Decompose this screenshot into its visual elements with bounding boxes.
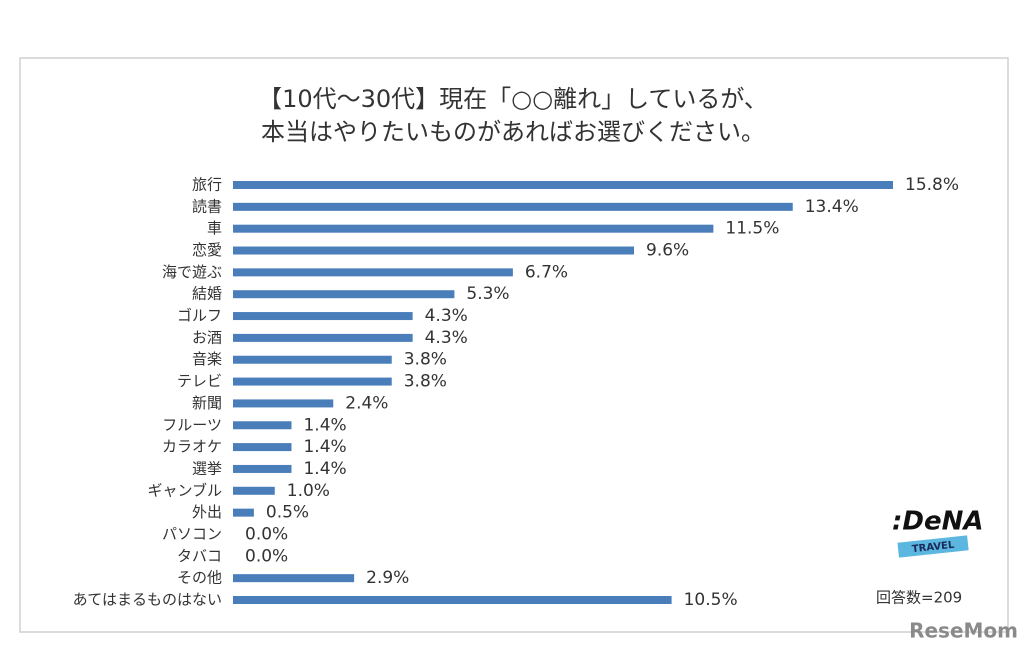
bar [233, 377, 392, 386]
bar [233, 333, 413, 342]
value-label: 9.6% [646, 241, 689, 261]
chart-title: 【10代～30代】現在「○○離れ」しているが、 [258, 85, 768, 113]
category-label: あてはまるものはない [73, 591, 222, 609]
bar [233, 355, 392, 364]
value-label: 2.9% [366, 568, 409, 588]
value-label: 1.4% [303, 459, 346, 479]
category-label: 外出 [192, 503, 222, 521]
logo-sub: TRAVEL [911, 540, 955, 555]
value-label: 0.5% [266, 503, 309, 523]
chart-frame [19, 57, 1009, 633]
value-label: 1.4% [303, 415, 346, 435]
category-label: 音楽 [192, 350, 222, 368]
category-label: その他 [177, 569, 222, 587]
bar [233, 421, 292, 430]
category-label: 選挙 [192, 459, 222, 477]
bar [233, 246, 635, 255]
bar [233, 224, 714, 233]
bar [233, 464, 292, 473]
category-label: 新聞 [192, 394, 222, 412]
bar [233, 399, 334, 408]
bar [233, 508, 254, 517]
bar [233, 312, 413, 321]
value-label: 2.4% [345, 393, 388, 413]
category-label: タバコ [177, 547, 222, 565]
value-label: 3.8% [404, 372, 447, 392]
watermark: ReseMom [909, 619, 1018, 643]
logo: :DeNA TRAVEL [892, 507, 984, 558]
bar [233, 202, 793, 211]
category-label: ギャンブル [147, 481, 222, 499]
bar [233, 596, 672, 604]
category-label: テレビ [177, 372, 222, 390]
bar [233, 443, 292, 452]
bar [233, 486, 275, 495]
category-label: カラオケ [162, 438, 222, 456]
value-label: 4.3% [425, 306, 468, 326]
value-label: 4.3% [425, 328, 468, 348]
category-label: ゴルフ [177, 307, 222, 325]
value-label: 13.4% [805, 197, 859, 217]
category-label: 海で遊ぶ [162, 263, 222, 281]
category-label: パソコン [162, 525, 222, 543]
value-label: 6.7% [525, 262, 568, 282]
value-label: 11.5% [725, 219, 779, 239]
value-label: 3.8% [404, 350, 447, 370]
category-label: お酒 [192, 328, 222, 346]
value-label: 5.3% [466, 284, 509, 304]
value-label: 10.5% [684, 590, 738, 610]
value-label: 0.0% [245, 524, 288, 544]
category-label: フルーツ [162, 416, 222, 434]
category-label: 恋愛 [192, 241, 222, 259]
logo-ribbon [897, 535, 969, 558]
bar [233, 268, 513, 277]
value-label: 1.4% [303, 437, 346, 457]
bar [233, 574, 355, 583]
value-label: 15.8% [905, 175, 959, 195]
value-label: 1.0% [287, 481, 330, 501]
category-label: 結婚 [192, 285, 222, 303]
category-label: 読書 [192, 197, 222, 215]
bar [233, 290, 455, 299]
logo-brand: :DeNA [892, 507, 984, 537]
bar [233, 181, 893, 189]
note: 回答数=209 [876, 589, 962, 607]
category-label: 旅行 [192, 176, 222, 194]
chart-title: 本当はやりたいものがあればお選びください。 [261, 118, 765, 146]
category-label: 車 [207, 219, 222, 237]
value-label: 0.0% [245, 546, 288, 566]
